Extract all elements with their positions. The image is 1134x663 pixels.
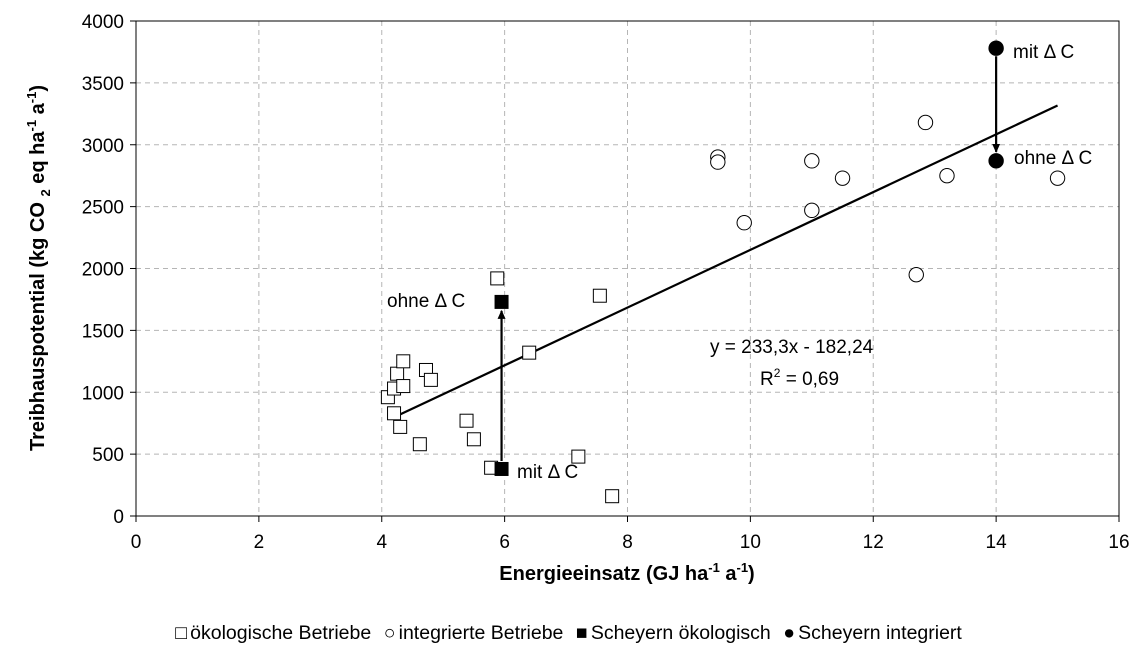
open-square-icon: □ [175, 622, 188, 644]
x-tick-label: 10 [740, 532, 761, 553]
y-tick-label: 1000 [82, 383, 124, 404]
legend-label: ökologische Betriebe [190, 622, 372, 644]
x-tick-label: 4 [376, 532, 387, 553]
legend-item-scheyern-oekologisch: ■ Scheyern ökologisch [573, 622, 771, 645]
x-tick-label: 2 [254, 532, 265, 553]
x-tick-label: 6 [499, 532, 510, 553]
y-tick-label: 3000 [82, 136, 124, 157]
x-tick-label: 8 [622, 532, 633, 553]
y-tick-label: 2000 [82, 260, 124, 281]
point-integrierter-betrieb [834, 170, 851, 186]
legend-item-integrierte-betriebe: ○ integrierte Betriebe [381, 622, 564, 645]
grid-lines [136, 21, 1119, 516]
point-integrierter-betrieb [804, 202, 820, 219]
point-oeko-betrieb [393, 419, 408, 434]
trendline-group [393, 104, 1059, 419]
annotation-int-ohne: ohne Δ C [1014, 148, 1092, 169]
legend-item-oeko-betriebe: □ ökologische Betriebe [172, 622, 371, 645]
y-tick-label: 3500 [82, 74, 124, 95]
point-scheyern-oekologisch [494, 294, 509, 309]
point-oeko-betrieb [466, 432, 481, 447]
point-oeko-betrieb [592, 288, 607, 303]
point-integrierter-betrieb [710, 154, 726, 170]
point-oeko-betrieb [571, 449, 586, 464]
point-integrierter-betrieb [1049, 170, 1066, 186]
chart: 0 2 4 6 8 10 12 14 16 0 500 1000 1500 2000 2500 3000 350… [24, 12, 1130, 585]
annotation-oeko-mit: mit Δ C [517, 462, 578, 483]
y-tick-label: 500 [92, 445, 124, 466]
trendline [393, 104, 1059, 419]
trendline-r2: R2 = 0,69 [760, 366, 839, 390]
point-oeko-betrieb [387, 406, 402, 421]
point-oeko-betrieb [390, 366, 405, 381]
legend-label: Scheyern integriert [798, 622, 962, 644]
point-oeko-betrieb [412, 437, 427, 452]
point-oeko-betrieb [490, 271, 505, 286]
point-oeko-betrieb [396, 379, 411, 394]
points-group [380, 40, 1066, 504]
x-tick-label: 0 [131, 532, 142, 553]
trendline-equation: y = 233,3x - 182,24 [710, 337, 874, 358]
axis-ticks: 0 2 4 6 8 10 12 14 16 0 500 1000 1500 2000 2500 3000 350… [82, 12, 1130, 553]
point-scheyern-oekologisch [494, 461, 509, 476]
point-oeko-betrieb [459, 413, 474, 428]
arrow-group [497, 56, 1001, 461]
point-oeko-betrieb [605, 489, 620, 504]
point-integrierter-betrieb [736, 215, 752, 231]
point-oeko-betrieb [423, 372, 438, 387]
y-tick-label: 4000 [82, 12, 124, 33]
annotation-oeko-ohne: ohne Δ C [387, 291, 465, 312]
y-axis-title: Treibhauspotential (kg CO 2 eq ha-1 a-1) [24, 85, 53, 451]
y-tick-label: 2500 [82, 198, 124, 219]
y-tick-label: 1500 [82, 321, 124, 342]
open-circle-icon: ○ [383, 622, 396, 644]
legend-label: integrierte Betriebe [398, 622, 564, 644]
point-integrierter-betrieb [939, 167, 955, 184]
annotation-int-mit: mit Δ C [1013, 42, 1074, 63]
point-scheyern-integriert [988, 40, 1004, 56]
point-integrierter-betrieb [908, 266, 924, 283]
legend: □ ökologische Betriebe ○ integrierte Betri… [0, 622, 1134, 645]
x-tick-label: 14 [986, 532, 1008, 553]
point-oeko-betrieb [522, 345, 537, 360]
point-integrierter-betrieb [917, 114, 934, 131]
x-tick-label: 16 [1108, 532, 1129, 553]
x-axis-title: Energieeinsatz (GJ ha-1 a-1) [499, 560, 754, 585]
legend-label: Scheyern ökologisch [590, 622, 771, 644]
filled-circle-icon: ● [783, 622, 796, 644]
point-oeko-betrieb [396, 354, 411, 369]
point-integrierter-betrieb [804, 153, 820, 169]
legend-item-scheyern-integriert: ● Scheyern integriert [780, 622, 962, 645]
filled-square-icon: ■ [575, 622, 588, 644]
point-scheyern-integriert [988, 153, 1004, 169]
y-tick-label: 0 [113, 507, 124, 528]
x-tick-label: 12 [863, 532, 884, 553]
